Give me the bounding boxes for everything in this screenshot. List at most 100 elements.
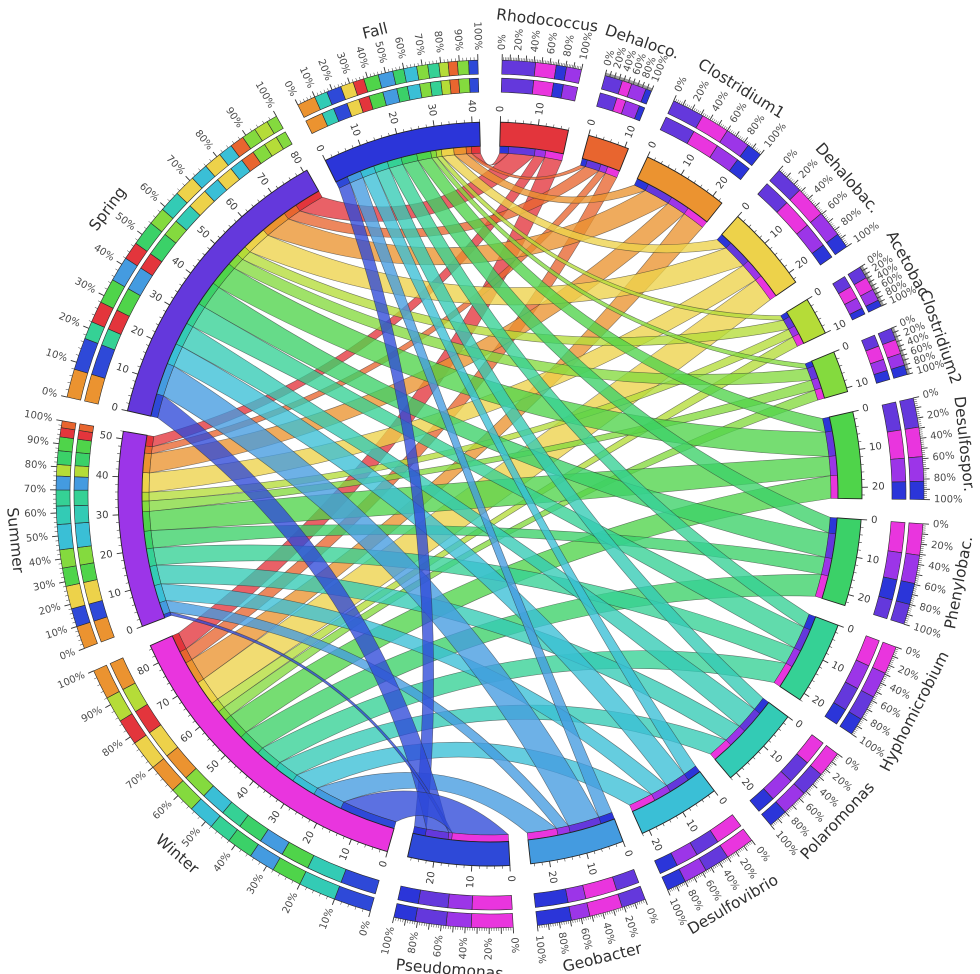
sector-arc-Acetobac (786, 298, 826, 344)
axis-tick (410, 857, 412, 861)
axis-tick (407, 920, 409, 924)
axis-tick (800, 796, 804, 800)
axis-tick (900, 352, 904, 355)
axis-tick (880, 682, 887, 687)
axis-tick (911, 596, 915, 598)
axis-tick (170, 296, 174, 299)
axis-tick (776, 819, 779, 823)
axis-tick (879, 301, 883, 304)
percent-axis-label: 20% (830, 771, 854, 794)
axis-tick (786, 810, 789, 814)
bar-segment-Desulfospor (909, 480, 925, 500)
sector-arc-Desulfovibrio (631, 770, 715, 835)
bar-segment-Desulfospor (904, 426, 923, 459)
bar-segment-Winter (109, 657, 136, 690)
bar-segment-Rhodococcus (560, 84, 579, 102)
axis-tick (159, 316, 163, 319)
axis-tick (871, 700, 878, 704)
axis-tick (257, 199, 260, 203)
axis-tick (263, 865, 267, 872)
axis-tick (327, 88, 329, 92)
axis-tick (678, 884, 680, 888)
axis-tick (362, 908, 364, 912)
axis-tick (611, 910, 613, 914)
axis-tick (913, 396, 920, 399)
axis-tick (631, 81, 634, 85)
percent-axis-label: 80% (746, 113, 768, 137)
axis-tick (892, 330, 896, 333)
numeric-axis-label: 10 (338, 846, 353, 862)
axis-tick (226, 840, 230, 844)
axis-tick (88, 670, 94, 674)
axis-tick (871, 285, 875, 288)
axis-tick (897, 342, 901, 345)
axis-tick (122, 256, 126, 259)
axis-tick (846, 385, 853, 389)
axis-tick (773, 734, 777, 737)
percent-axis-label: 20% (484, 938, 495, 960)
percent-axis-label: 100% (934, 494, 963, 505)
axis-tick (579, 66, 581, 70)
axis-tick (600, 913, 602, 917)
bar-segment-Clostridium1 (728, 159, 750, 181)
axis-tick (623, 75, 627, 82)
axis-tick (162, 676, 166, 678)
percent-axis-label: 100% (852, 220, 882, 245)
numeric-axis-label: 10 (869, 441, 883, 453)
axis-tick (779, 258, 783, 261)
percent-axis-label: 40% (927, 561, 951, 575)
axis-tick (337, 84, 340, 88)
axis-tick (330, 154, 333, 158)
axis-tick (579, 855, 581, 859)
axis-tick (185, 175, 191, 181)
axis-tick (348, 839, 352, 845)
axis-tick (533, 56, 536, 63)
axis-tick (916, 572, 920, 574)
axis-tick (887, 668, 891, 671)
percent-axis-label: 100% (773, 829, 800, 858)
percent-axis-label: 40% (530, 30, 543, 53)
axis-tick (920, 437, 927, 439)
axis-tick (120, 560, 125, 562)
axis-tick (420, 59, 423, 66)
axis-tick (903, 361, 907, 363)
axis-tick (878, 299, 882, 302)
marker-Summer-Dehalobac (141, 472, 150, 493)
bar-segment-Rhodococcus (501, 59, 537, 77)
axis-tick (759, 235, 763, 238)
axis-tick (573, 62, 576, 69)
axis-tick (693, 876, 698, 883)
axis-tick (245, 853, 248, 857)
axis-tick (145, 344, 149, 346)
axis-tick (284, 877, 287, 881)
axis-tick (608, 846, 610, 850)
axis-tick (720, 861, 723, 865)
axis-tick (166, 682, 170, 685)
axis-tick (136, 625, 143, 629)
axis-tick (919, 553, 926, 556)
axis-tick (207, 738, 210, 741)
axis-tick (65, 389, 69, 391)
axis-tick (183, 708, 187, 711)
numeric-axis-label: 10 (584, 861, 598, 876)
axis-tick (645, 86, 648, 90)
axis-tick (688, 879, 691, 883)
axis-tick (848, 594, 855, 597)
axis-tick (80, 340, 84, 343)
axis-tick (793, 803, 797, 807)
bar-segment-Phenylobac (900, 553, 920, 584)
axis-tick (651, 85, 655, 92)
percent-axis-label: 60% (137, 181, 161, 204)
axis-tick (344, 148, 347, 152)
bar-segment-Desulfospor (881, 401, 902, 433)
bar-segment-Dehaloco (640, 88, 652, 105)
axis-tick (833, 226, 836, 229)
axis-tick (275, 185, 279, 189)
axis-tick (841, 372, 845, 374)
axis-tick (300, 166, 304, 173)
axis-tick (388, 132, 390, 136)
axis-tick (799, 798, 804, 803)
axis-tick (812, 201, 815, 204)
axis-tick (808, 788, 812, 791)
axis-tick (895, 336, 898, 339)
